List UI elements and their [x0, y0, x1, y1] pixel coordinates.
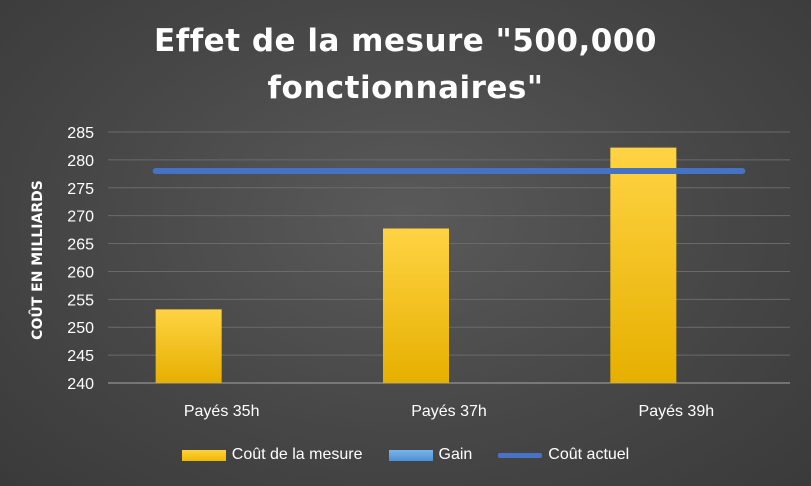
chart-title: Effet de la mesure "500,000 fonctionnair…: [0, 18, 811, 112]
legend-item-gain: Gain: [388, 446, 473, 464]
legend-swatch-gain: [388, 449, 433, 461]
y-tick-label-265: 265: [67, 237, 94, 254]
y-tick-label-270: 270: [67, 209, 94, 226]
legend-item-cout-mesure: Coût de la mesure: [181, 446, 363, 464]
x-tick-label-2: Payés 37h: [411, 403, 487, 420]
chart-title-line-2: fonctionnaires": [267, 70, 544, 106]
legend-label-gain: Gain: [438, 446, 473, 463]
legend-swatch-cout-mesure: [181, 449, 226, 461]
y-tick-labels: 240 245 250 255 260 265 270 275 280 285: [67, 125, 94, 393]
y-tick-label-250: 250: [67, 320, 94, 337]
y-tick-label-245: 245: [67, 348, 94, 365]
bars: [155, 147, 677, 383]
legend-label-cout-mesure: Coût de la mesure: [231, 446, 363, 463]
bar-cout-de-la-mesure-1: [155, 309, 222, 383]
bar-cout-de-la-mesure-3: [610, 147, 677, 383]
chart-title-line-1: Effet de la mesure "500,000: [154, 23, 657, 59]
x-tick-labels: Payés 35h Payés 37h Payés 39h: [184, 403, 714, 420]
legend-item-cout-actuel: Coût actuel: [498, 446, 629, 464]
y-tick-label-285: 285: [67, 125, 94, 142]
y-tick-label-240: 240: [67, 376, 94, 393]
y-tick-label-275: 275: [67, 181, 94, 198]
y-tick-label-260: 260: [67, 264, 94, 281]
x-tick-label-1: Payés 35h: [184, 403, 260, 420]
x-tick-label-3: Payés 39h: [639, 403, 715, 420]
legend-label-cout-actuel: Coût actuel: [548, 446, 630, 463]
bar-cout-de-la-mesure-2: [383, 228, 449, 383]
legend: Coût de la mesure Gain Coût actuel: [0, 446, 811, 464]
legend-swatch-cout-actuel: [498, 452, 543, 458]
y-tick-label-255: 255: [67, 292, 94, 309]
y-tick-label-280: 280: [67, 153, 94, 170]
